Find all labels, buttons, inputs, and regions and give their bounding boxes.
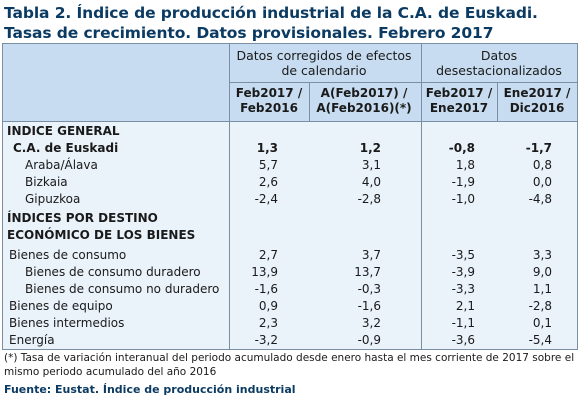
row-value: -0,9	[357, 333, 381, 347]
table-row: Bienes de equipo 0,9 -1,6 2,1 -2,8	[3, 298, 577, 315]
section-indice-general: INDICE GENERAL	[7, 124, 120, 138]
section-destino-line1: ÍNDICES POR DESTINO	[7, 211, 158, 225]
row-value: 2,1	[455, 299, 475, 313]
table-row: Bizkaia 2,6 4,0 -1,9 0,0	[3, 174, 577, 191]
row-value: -1,7	[525, 141, 552, 155]
row-label: Gipuzkoa	[25, 192, 81, 206]
row-value: 1,8	[455, 158, 475, 172]
row-value: -4,8	[528, 192, 552, 206]
row-value: -2,8	[357, 192, 381, 206]
row-value: 3,1	[361, 158, 381, 172]
row-label: Bienes de consumo duradero	[25, 265, 201, 279]
row-value: -1,1	[451, 316, 475, 330]
section-row: INDICE GENERAL	[3, 123, 577, 140]
row-value: 0,0	[532, 175, 552, 189]
section-row: ECONÓMICO DE LOS BIENES	[3, 227, 577, 244]
table-row: Gipuzkoa -2,4 -2,8 -1,0 -4,8	[3, 191, 577, 208]
row-value: 3,3	[532, 248, 552, 262]
table-row: Bienes de consumo 2,7 3,7 -3,5 3,3	[3, 247, 577, 264]
row-label: Bienes intermedios	[9, 316, 125, 330]
row-value: -1,0	[451, 192, 475, 206]
row-value: 2,3	[258, 316, 278, 330]
row-value: 2,7	[258, 248, 278, 262]
row-label: C.A. de Euskadi	[13, 141, 119, 155]
source-note: Fuente: Eustat. Índice de producción ind…	[4, 383, 296, 396]
col-header-acumulado: A(Feb2017) / A(Feb2016)(*)	[316, 86, 412, 115]
data-table: Datos corregidos de efectos de calendari…	[2, 43, 578, 350]
row-value: 13,7	[354, 265, 381, 279]
footnote: (*) Tasa de variación interanual del per…	[4, 352, 575, 378]
row-value: -1,6	[254, 282, 278, 296]
row-value: -1,6	[357, 299, 381, 313]
row-value: -0,8	[448, 141, 475, 155]
row-value: 1,1	[532, 282, 552, 296]
row-value: 0,9	[258, 299, 278, 313]
section-destino-line2: ECONÓMICO DE LOS BIENES	[7, 228, 196, 242]
row-value: -3,2	[254, 333, 278, 347]
row-value: -3,5	[451, 248, 475, 262]
row-value: -0,3	[357, 282, 381, 296]
row-label: Araba/Álava	[25, 158, 98, 172]
row-value: 4,0	[361, 175, 381, 189]
row-value: 3,7	[361, 248, 381, 262]
row-value: 1,3	[256, 141, 278, 155]
row-label: Bienes de consumo no duradero	[25, 282, 220, 296]
section-row: ÍNDICES POR DESTINO	[3, 210, 577, 227]
table-header: Datos corregidos de efectos de calendari…	[3, 44, 577, 122]
table-row: Bienes de consumo duradero 13,9 13,7 -3,9 9,…	[3, 264, 577, 281]
row-value: 9,0	[532, 265, 552, 279]
group-header-seasonal: Datos desestacionalizados	[436, 48, 562, 78]
row-value: -3,6	[451, 333, 475, 347]
row-value: -1,9	[451, 175, 475, 189]
row-label: Bizkaia	[25, 175, 68, 189]
table-row: Araba/Álava 5,7 3,1 1,8 0,8	[3, 157, 577, 174]
row-value: -3,3	[451, 282, 475, 296]
col-header-feb-ene: Feb2017 / Ene2017	[425, 86, 493, 115]
table-title: Tabla 2. Índice de producción industrial…	[4, 4, 538, 42]
col-header-ene-dic: Ene2017 / Dic2016	[503, 86, 571, 115]
table-row: Energía -3,2 -0,9 -3,6 -5,4	[3, 332, 577, 349]
row-value: -3,9	[451, 265, 475, 279]
row-label: Bienes de consumo	[9, 248, 127, 262]
row-value: -2,8	[528, 299, 552, 313]
row-value: -5,4	[528, 333, 552, 347]
row-label: Energía	[9, 333, 55, 347]
row-value: -2,4	[254, 192, 278, 206]
table-row: Bienes de consumo no duradero -1,6 -0,3 -3,…	[3, 281, 577, 298]
table-row: Bienes intermedios 2,3 3,2 -1,1 0,1	[3, 315, 577, 332]
row-value: 13,9	[251, 265, 278, 279]
row-value: 3,2	[361, 316, 381, 330]
col-header-feb-feb: Feb2017 / Feb2016	[235, 86, 303, 115]
row-label: Bienes de equipo	[9, 299, 113, 313]
row-value: 0,8	[532, 158, 552, 172]
row-value: 5,7	[258, 158, 278, 172]
group-header-calendar: Datos corregidos de efectos de calendari…	[236, 48, 412, 78]
table-row: C.A. de Euskadi 1,3 1,2 -0,8 -1,7	[3, 140, 577, 157]
row-value: 0,1	[532, 316, 552, 330]
row-value: 2,6	[258, 175, 278, 189]
row-value: 1,2	[359, 141, 381, 155]
